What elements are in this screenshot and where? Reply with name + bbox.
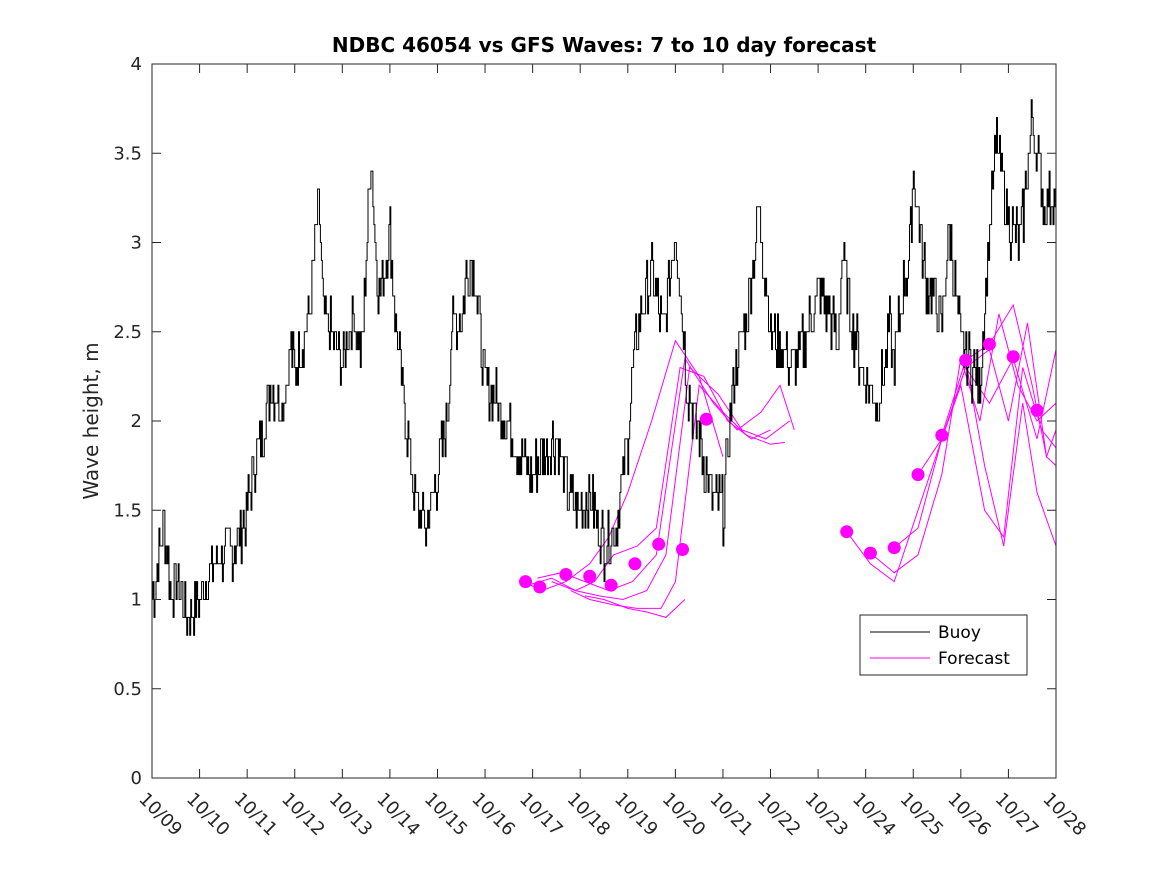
y-tick-label: 3 [131,233,142,254]
buoy-series [152,99,1057,636]
legend: Buoy Forecast [859,614,1028,676]
axis-ticks [151,63,1057,779]
forecast-marker [959,353,973,367]
y-tick-label: 4 [131,54,142,75]
forecast-marker [676,543,689,556]
forecast-marker [628,557,642,571]
forecast-marker [982,337,996,351]
y-tick-label: 2 [131,411,142,432]
y-tick-label: 0.5 [113,679,142,700]
forecast-marker [652,537,666,551]
forecast-marker [1030,403,1044,417]
forecast-marker [887,541,901,555]
forecast-marker [604,578,618,592]
forecast-marker [519,575,532,589]
forecast-marker [911,468,925,482]
y-tick-label: 0 [131,768,142,789]
forecast-run-line [584,595,686,618]
legend-buoy-label: Buoy [938,623,981,643]
forecast-run-line [870,313,1057,574]
forecast-marker [935,428,949,442]
y-tick-label: 1.5 [113,500,142,521]
y-tick-label: 3.5 [113,143,142,164]
legend-box [859,614,1028,676]
forecast-marker [559,568,573,581]
chart-title: NDBC 46054 vs GFS Waves: 7 to 10 day for… [332,33,877,57]
legend-forecast-label: Forecast [938,649,1010,669]
forecast-run-line [537,357,795,592]
y-tick-labels: 0 0.5 1 1.5 2 2.5 3 3.5 4 [113,54,142,789]
buoy-line [152,99,1057,636]
y-tick-label: 1 [131,590,142,611]
forecast-marker [840,525,854,539]
forecast-run-line [551,366,790,601]
forecast-run-line [570,384,785,609]
forecast-marker [533,580,547,594]
forecast-marker [1006,350,1020,364]
y-tick-label: 2.5 [113,322,142,343]
forecast-markers [519,337,1044,594]
forecast-marker [863,546,877,560]
forecast-series [522,303,1057,618]
forecast-marker [583,569,597,583]
forecast-marker [699,412,713,426]
y-axis-label: Wave height, m [79,342,103,499]
